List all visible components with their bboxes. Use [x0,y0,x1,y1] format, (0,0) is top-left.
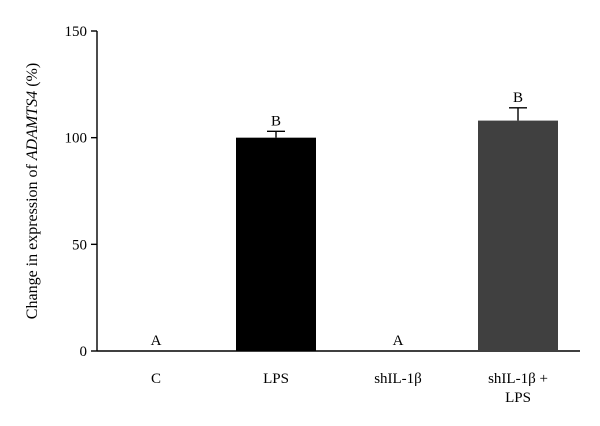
bar [478,120,558,351]
y-tick-label: 0 [80,344,88,360]
x-tick-label-line2: LPS [505,390,531,406]
x-tick-labels: C LPS shIL-1β shIL-1β + LPS [151,371,548,406]
significance-letter: B [271,113,281,129]
y-axis-title: Change in expression of ADAMTS4 (%) [24,63,41,319]
significance-letter: A [393,333,404,349]
y-axis-title-gene: ADAMTS4 [24,91,41,161]
x-tick-label: C [151,371,161,387]
y-ticks: 0 50 100 150 [65,24,97,360]
y-tick-label: 50 [72,237,87,253]
error-bars [267,107,527,138]
bar [236,137,316,351]
significance-letter: A [151,333,162,349]
x-tick-label: shIL-1β + [488,371,548,387]
x-tick-label: LPS [263,371,289,387]
y-axis-title-prefix: Change in expression of [24,160,41,319]
y-tick-label: 100 [65,131,88,147]
x-tick-label: shIL-1β [374,371,422,387]
y-axis-title-suffix: (%) [24,63,41,91]
significance-letters: A B A B [151,90,523,349]
y-tick-label: 150 [65,24,88,40]
bars [236,120,558,351]
significance-letter: B [513,90,523,106]
